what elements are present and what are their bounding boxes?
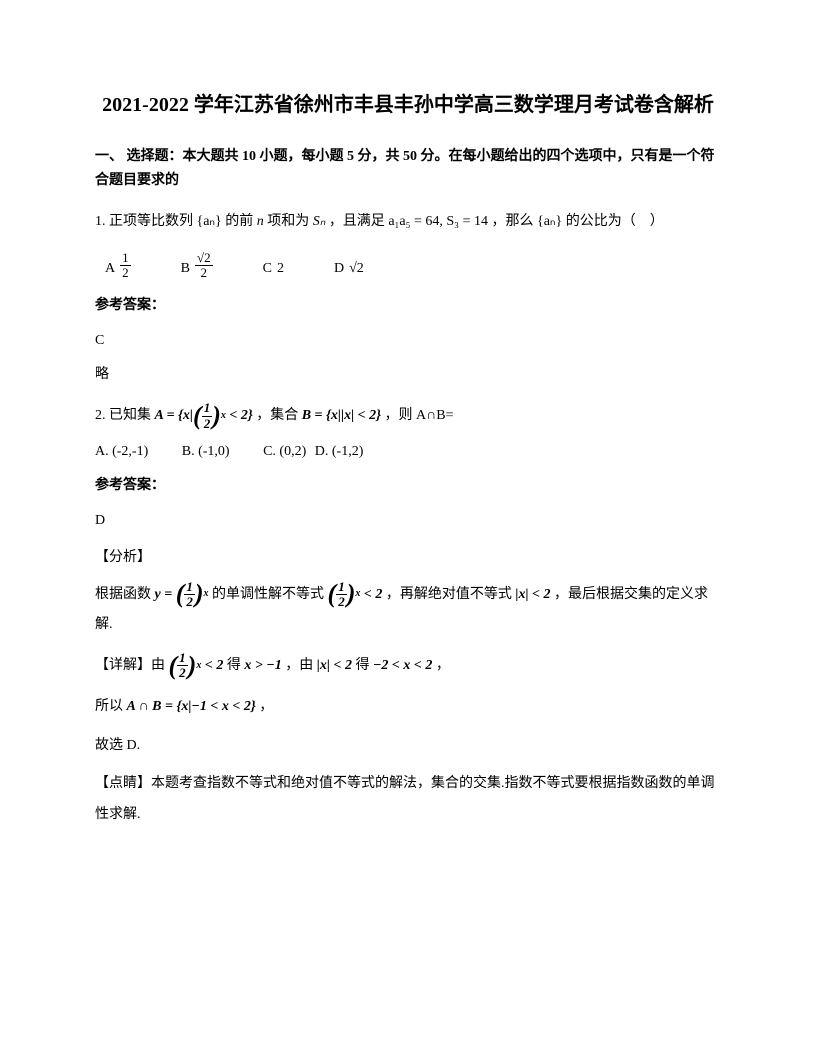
option-a-label: A bbox=[105, 258, 115, 280]
text: 得 bbox=[227, 658, 241, 673]
q1-answer-label: 参考答案： bbox=[95, 295, 721, 317]
q2-text: ，则 A∩B= bbox=[385, 408, 454, 423]
frac-num: 1 bbox=[120, 251, 131, 266]
ineq: (12)x < 2 bbox=[328, 587, 386, 602]
option-c: C 2 bbox=[263, 258, 284, 280]
q2-detail: 【详解】由 (12)x < 2 得 x > −1 ，由 |x| < 2 得 −2… bbox=[95, 651, 721, 682]
setA-prefix: A = bbox=[155, 408, 179, 423]
option-c-value: 2 bbox=[277, 258, 284, 280]
frac-den: 2 bbox=[202, 417, 213, 431]
q2-text: ，集合 bbox=[256, 408, 298, 423]
text: 得 bbox=[355, 658, 369, 673]
result1: x > −1 bbox=[244, 658, 281, 673]
q1-text: 项和为 bbox=[267, 214, 309, 229]
q1-brief: 略 bbox=[95, 364, 721, 386]
paren-left: ( bbox=[169, 653, 178, 679]
option-b: B. (-1,0) bbox=[182, 444, 230, 459]
q1-text: 的前 bbox=[225, 214, 253, 229]
ineq2-frac: (12)x bbox=[169, 651, 202, 681]
tip-label: 【点睛】 bbox=[95, 776, 151, 791]
q2-analysis-label: 【分析】 bbox=[95, 547, 721, 569]
text: ，再解绝对值不等式 bbox=[386, 587, 512, 602]
abs-ineq: |x| < 2 bbox=[515, 587, 550, 602]
text: ，由 bbox=[285, 658, 313, 673]
option-b-value: √2 2 bbox=[195, 251, 213, 281]
func-frac: (12)x bbox=[176, 580, 209, 610]
q1-seq2: {aₙ} bbox=[537, 214, 562, 229]
detail-label: 【详解】由 bbox=[95, 658, 165, 673]
paren-left: ( bbox=[176, 581, 185, 607]
option-d-value: √2 bbox=[349, 258, 364, 280]
ineq-frac: (12)x bbox=[328, 580, 361, 610]
text: 根据函数 bbox=[95, 587, 151, 602]
tip-text: 本题考查指数不等式和绝对值不等式的解法，集合的交集.指数不等式要根据指数函数的单… bbox=[95, 776, 715, 822]
frac-num: 1 bbox=[184, 580, 195, 595]
question-2: 2. 已知集 A = {x|(12)x < 2} ，集合 B = {x||x| … bbox=[95, 401, 721, 431]
option-c: C. (0,2) bbox=[263, 444, 306, 459]
q2-setA: A = {x|(12)x < 2} bbox=[155, 408, 257, 423]
ineq2: (12)x < 2 bbox=[169, 658, 227, 673]
q1-n: n bbox=[257, 214, 264, 229]
paren-left: ( bbox=[193, 403, 202, 429]
q2-answer-label: 参考答案： bbox=[95, 475, 721, 497]
q1-text: 1. 正项等比数列 bbox=[95, 214, 193, 229]
q1-answer: C bbox=[95, 330, 721, 352]
q1-text: ，且满足 bbox=[329, 214, 385, 229]
final-set: A ∩ B = {x|−1 < x < 2} bbox=[127, 699, 256, 714]
option-a-value: 1 2 bbox=[120, 251, 131, 281]
so-end: ， bbox=[259, 699, 273, 714]
frac-den: 2 bbox=[184, 595, 195, 609]
q1-options: A 1 2 B √2 2 C 2 D √2 bbox=[95, 251, 721, 281]
q2-answer: D bbox=[95, 510, 721, 532]
q1-text: 的公比为（ ） bbox=[566, 214, 664, 229]
question-1: 1. 正项等比数列 {aₙ} 的前 n 项和为 Sₙ ，且满足 a₁a₅ = 6… bbox=[95, 208, 721, 236]
option-a: A. (-2,-1) bbox=[95, 444, 148, 459]
setA-frac: (12)x bbox=[193, 401, 226, 431]
ineq-close: < 2 bbox=[201, 658, 223, 673]
q1-sn: Sₙ bbox=[313, 214, 326, 229]
y-eq: y = bbox=[155, 587, 176, 602]
q2-setB: B = {x||x| < 2} bbox=[302, 408, 381, 423]
abs2: |x| < 2 bbox=[317, 658, 352, 673]
frac-den: 2 bbox=[336, 595, 347, 609]
option-b: B √2 2 bbox=[181, 251, 213, 281]
frac-num: 1 bbox=[177, 651, 188, 666]
q2-options: A. (-2,-1) B. (-1,0) C. (0,2) D. (-1,2) bbox=[95, 441, 721, 463]
frac-num: 1 bbox=[202, 401, 213, 416]
option-d: D √2 bbox=[334, 258, 364, 280]
section-1-header: 一、 选择题：本大题共 10 小题，每小题 5 分，共 50 分。在每小题给出的… bbox=[95, 145, 721, 193]
text: 的单调性解不等式 bbox=[212, 587, 324, 602]
q1-seq: {aₙ} bbox=[197, 214, 222, 229]
frac-den: 2 bbox=[177, 666, 188, 680]
exponent: x bbox=[204, 583, 209, 605]
setA-open: {x| bbox=[178, 408, 193, 423]
paren-right: ) bbox=[212, 403, 221, 429]
option-d-label: D bbox=[334, 258, 344, 280]
result2: −2 < x < 2 bbox=[373, 658, 432, 673]
q1-text: ，那么 bbox=[491, 214, 533, 229]
so-label: 所以 bbox=[95, 699, 123, 714]
q2-tip: 【点睛】本题考查指数不等式和绝对值不等式的解法，集合的交集.指数不等式要根据指数… bbox=[95, 769, 721, 831]
frac-den: 2 bbox=[199, 266, 210, 280]
option-b-label: B bbox=[181, 258, 190, 280]
func-y: y = (12)x bbox=[155, 587, 213, 602]
q2-so: 所以 A ∩ B = {x|−1 < x < 2} ， bbox=[95, 692, 721, 723]
paren-left: ( bbox=[328, 581, 337, 607]
q1-cond: a₁a₅ = 64, S₃ = 14 bbox=[388, 214, 488, 229]
frac-num: 1 bbox=[336, 580, 347, 595]
q2-text: 2. 已知集 bbox=[95, 408, 151, 423]
q2-analysis-p1: 根据函数 y = (12)x 的单调性解不等式 (12)x < 2 ，再解绝对值… bbox=[95, 580, 721, 642]
text: ， bbox=[436, 658, 450, 673]
option-a: A 1 2 bbox=[105, 251, 131, 281]
option-d: D. (-1,2) bbox=[315, 444, 364, 459]
option-c-label: C bbox=[263, 258, 272, 280]
q2-conclusion: 故选 D. bbox=[95, 735, 721, 757]
setA-close: < 2} bbox=[226, 408, 253, 423]
paren-right: ) bbox=[195, 581, 204, 607]
frac-num: √2 bbox=[195, 251, 213, 266]
exam-title: 2021-2022 学年江苏省徐州市丰县丰孙中学高三数学理月考试卷含解析 bbox=[95, 90, 721, 120]
frac-den: 2 bbox=[120, 266, 131, 280]
ineq-close: < 2 bbox=[360, 587, 382, 602]
